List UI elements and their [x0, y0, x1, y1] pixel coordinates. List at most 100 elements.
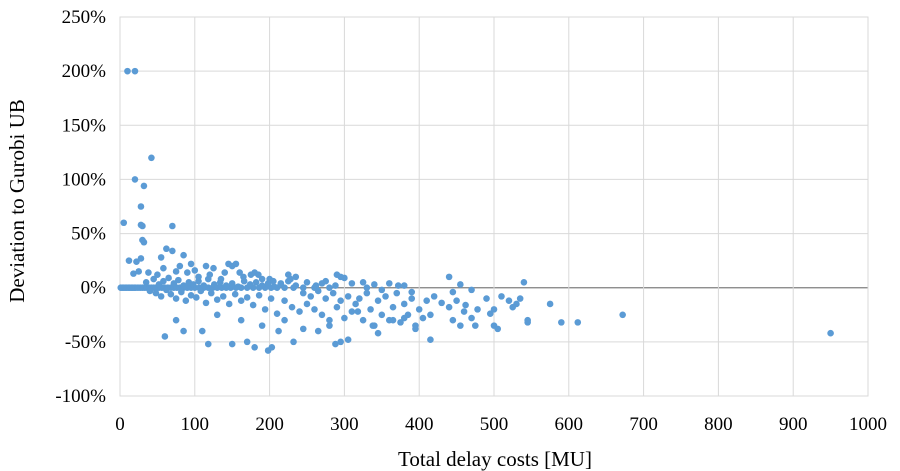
- data-point: [312, 282, 320, 289]
- data-point: [445, 303, 453, 311]
- data-point: [468, 314, 475, 322]
- data-point: [354, 308, 362, 315]
- data-point: [146, 287, 154, 295]
- data-point: [172, 295, 180, 302]
- data-point: [213, 296, 221, 303]
- data-point: [326, 284, 333, 292]
- data-point: [131, 67, 139, 75]
- x-tick-labels: 0 100 200 300 400 500 600 700 800 900 1000: [115, 414, 887, 435]
- data-point: [516, 295, 524, 302]
- data-point: [255, 291, 263, 299]
- data-point: [333, 303, 341, 311]
- y-tick-label: 100%: [62, 169, 107, 190]
- data-point: [200, 282, 208, 289]
- y-tick-label: 0%: [81, 278, 107, 299]
- data-point: [371, 281, 378, 288]
- data-point: [445, 273, 453, 281]
- data-point: [142, 279, 150, 286]
- data-point: [462, 301, 469, 309]
- data-point: [131, 176, 139, 183]
- data-point: [356, 295, 363, 302]
- data-point: [397, 319, 404, 326]
- data-point: [400, 282, 408, 289]
- data-point: [520, 279, 528, 286]
- data-point: [232, 260, 240, 268]
- data-point: [494, 325, 502, 333]
- data-point: [187, 291, 195, 299]
- data-point: [169, 247, 176, 255]
- y-tick-label: -50%: [65, 332, 106, 353]
- data-point: [182, 297, 190, 305]
- data-point: [344, 293, 352, 300]
- data-point: [326, 316, 333, 324]
- data-point: [273, 310, 281, 318]
- data-point: [207, 289, 215, 297]
- data-point: [827, 329, 834, 337]
- data-point: [393, 289, 401, 297]
- data-point: [430, 293, 438, 300]
- data-point: [277, 280, 285, 287]
- data-point: [474, 306, 481, 313]
- data-point: [385, 280, 393, 287]
- data-point: [367, 306, 374, 313]
- data-point: [240, 273, 247, 281]
- data-point: [415, 306, 423, 313]
- data-point: [175, 276, 182, 284]
- data-point: [228, 340, 236, 348]
- data-point: [326, 322, 333, 329]
- data-point: [160, 264, 167, 272]
- data-point: [137, 203, 145, 210]
- data-point: [382, 293, 389, 300]
- data-point: [314, 327, 322, 335]
- x-tick-label: 800: [704, 414, 733, 435]
- x-tick-label: 600: [555, 414, 584, 435]
- y-tick-label: 250%: [62, 7, 107, 28]
- data-point: [180, 327, 187, 335]
- data-point: [292, 282, 300, 289]
- data-point: [423, 297, 430, 305]
- data-point: [222, 282, 230, 289]
- data-point: [180, 251, 187, 259]
- data-point: [412, 325, 419, 333]
- data-point: [217, 275, 225, 283]
- data-point: [190, 281, 197, 288]
- data-point: [509, 303, 516, 311]
- data-point: [486, 310, 494, 318]
- data-point: [267, 295, 275, 302]
- data-point: [169, 222, 176, 230]
- data-point: [140, 238, 148, 246]
- data-point: [187, 260, 195, 268]
- data-point: [161, 333, 169, 340]
- data-point: [359, 316, 367, 324]
- data-point: [202, 299, 210, 307]
- data-point: [332, 282, 339, 289]
- data-point: [348, 280, 356, 287]
- data-point: [307, 293, 315, 300]
- data-point: [363, 289, 371, 297]
- data-point: [140, 182, 148, 190]
- y-tick-label: 200%: [62, 61, 107, 82]
- data-point: [258, 322, 266, 329]
- data-point: [400, 300, 408, 308]
- data-point: [292, 273, 300, 281]
- data-point: [210, 264, 217, 272]
- data-point: [243, 338, 251, 346]
- data-point: [337, 338, 344, 346]
- gridlines: [119, 16, 869, 397]
- data-point: [237, 316, 245, 324]
- data-point: [394, 282, 402, 289]
- data-point: [558, 319, 565, 326]
- data-point: [210, 281, 218, 288]
- data-point: [468, 286, 475, 294]
- data-point: [249, 301, 257, 309]
- plot-border: [119, 16, 869, 397]
- y-axis-title: Deviation to Gurobi UB: [5, 99, 29, 303]
- data-point: [165, 274, 172, 282]
- data-point: [619, 311, 626, 319]
- data-point: [419, 314, 427, 322]
- data-point: [574, 319, 582, 326]
- data-point: [125, 257, 133, 264]
- data-point: [498, 293, 505, 300]
- data-point: [369, 322, 377, 329]
